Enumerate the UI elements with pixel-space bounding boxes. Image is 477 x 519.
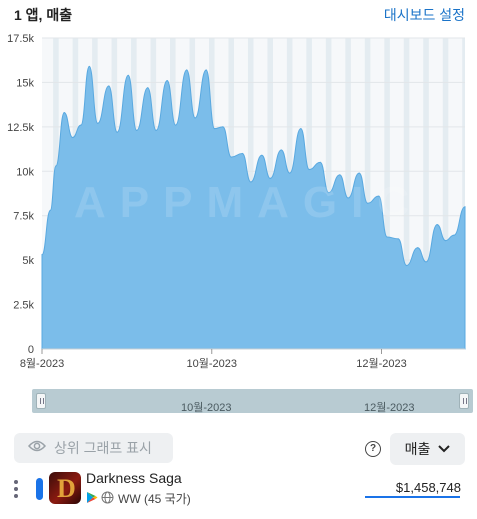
data-point xyxy=(213,128,216,130)
data-point xyxy=(328,192,330,194)
show-top-graph-label: 상위 그래프 표시 xyxy=(54,440,152,456)
dashboard-settings-link[interactable]: 대시보드 설정 xyxy=(383,7,465,23)
y-tick-label: 10k xyxy=(16,166,34,178)
data-point xyxy=(300,128,302,130)
y-tick-label: 12.5k xyxy=(7,122,34,134)
x-tick-label: 12월-2023 xyxy=(356,357,407,370)
data-point xyxy=(194,117,196,119)
data-point xyxy=(186,69,188,71)
weekend-stripe xyxy=(384,38,390,349)
help-icon[interactable]: ? xyxy=(365,441,381,457)
x-tick-label: 10월-2023 xyxy=(187,357,238,370)
y-tick-label: 5k xyxy=(22,255,34,267)
page-title: 1 앱, 매출 xyxy=(14,7,73,23)
data-point xyxy=(425,261,427,263)
data-point xyxy=(250,181,252,183)
data-point xyxy=(453,234,455,236)
app-platform-region: WW (45 국가) xyxy=(86,490,191,507)
data-point xyxy=(366,202,369,204)
data-point xyxy=(280,149,282,151)
data-point xyxy=(55,165,57,167)
data-point xyxy=(230,156,232,158)
weekend-stripe xyxy=(403,38,410,349)
revenue-chart[interactable]: 0 2.5k 5k 7.5k 10k 12.5k 15k 17.5k 8월-2023 10월-20… xyxy=(0,28,477,378)
data-point xyxy=(108,85,110,87)
data-point xyxy=(127,74,129,76)
scroller-label-dec: 12월-2023 xyxy=(364,402,415,414)
data-point xyxy=(261,154,263,156)
app-name[interactable]: Darkness Saga xyxy=(86,470,182,486)
data-point xyxy=(405,264,408,267)
weekend-stripe xyxy=(345,38,351,349)
data-point xyxy=(97,122,99,124)
data-point xyxy=(174,124,177,126)
range-scroller[interactable]: 10월-2023 12월-2023 xyxy=(32,389,473,414)
show-top-graph-button[interactable]: 상위 그래프 표시 xyxy=(14,433,173,463)
data-point xyxy=(397,238,399,240)
region-label: WW (45 국가) xyxy=(118,492,191,506)
chart-axis-layer: 0 2.5k 5k 7.5k 10k 12.5k 15k 17.5k 8월-2023 10월-20… xyxy=(7,33,465,370)
data-point xyxy=(464,206,466,208)
metric-dropdown-label: 매출 xyxy=(404,441,431,457)
globe-icon xyxy=(101,491,114,507)
drag-handle-icon[interactable] xyxy=(14,480,20,502)
data-point xyxy=(205,69,207,71)
data-point xyxy=(49,209,51,211)
range-handle-right[interactable] xyxy=(459,393,469,409)
weekend-stripe xyxy=(364,38,371,349)
y-tick-label: 17.5k xyxy=(7,33,34,45)
app-revenue-value: $1,458,748 xyxy=(395,480,461,495)
data-point xyxy=(41,254,43,256)
data-point xyxy=(436,224,438,226)
range-handle-left[interactable] xyxy=(36,393,46,409)
series-area xyxy=(41,65,466,350)
app-icon xyxy=(49,472,81,504)
scroller-label-oct: 10월-2023 xyxy=(181,402,232,414)
data-point xyxy=(80,124,82,126)
x-tick-label: 8월-2023 xyxy=(20,357,64,370)
y-tick-label: 7.5k xyxy=(13,211,34,223)
data-point xyxy=(289,172,291,174)
weekend-stripe xyxy=(442,38,449,349)
data-point xyxy=(136,129,138,132)
data-point xyxy=(386,236,388,238)
weekend-stripe xyxy=(462,38,465,349)
eye-icon xyxy=(27,439,47,457)
y-tick-label: 15k xyxy=(16,77,34,89)
data-point xyxy=(347,197,349,199)
data-point xyxy=(116,131,118,133)
weekend-stripe xyxy=(423,38,429,349)
data-point xyxy=(88,65,90,68)
data-point xyxy=(417,247,419,249)
data-point xyxy=(222,126,224,128)
value-underline xyxy=(365,496,460,498)
y-tick-label: 2.5k xyxy=(13,300,34,312)
y-tick-label: 0 xyxy=(28,344,34,356)
google-play-icon xyxy=(86,491,98,507)
data-point xyxy=(269,177,271,179)
data-point xyxy=(241,152,243,155)
data-point xyxy=(444,239,447,242)
series-color-toggle[interactable] xyxy=(36,478,43,500)
chart-watermark: APPMAGIC xyxy=(74,178,423,227)
data-point xyxy=(166,80,168,82)
data-point xyxy=(378,195,380,197)
data-point xyxy=(358,172,360,174)
legend-row: Darkness Saga WW (45 국가) $1,458,748 xyxy=(0,468,477,514)
data-point xyxy=(155,129,157,132)
chevron-down-icon xyxy=(438,440,451,458)
data-point xyxy=(147,87,149,89)
data-point xyxy=(72,136,74,139)
data-point xyxy=(308,168,310,171)
metric-dropdown[interactable]: 매출 xyxy=(390,433,465,465)
data-point xyxy=(319,161,321,163)
chart-series-layer xyxy=(41,65,466,350)
data-point xyxy=(63,112,65,114)
data-point xyxy=(339,174,341,176)
